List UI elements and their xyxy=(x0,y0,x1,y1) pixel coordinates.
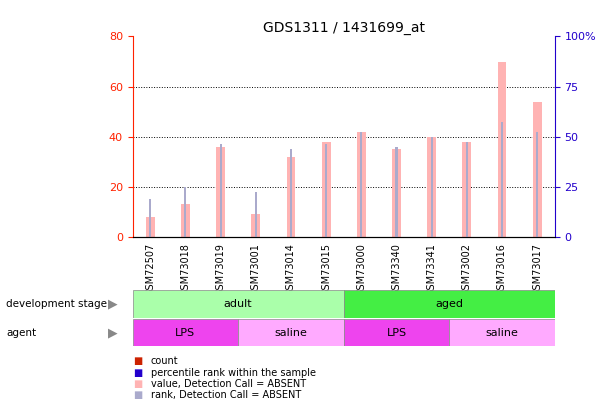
Bar xyxy=(286,157,295,237)
Text: LPS: LPS xyxy=(387,328,406,337)
Bar xyxy=(536,132,538,237)
Bar xyxy=(133,319,238,346)
Bar xyxy=(251,214,260,237)
Bar xyxy=(396,147,397,237)
Text: ■: ■ xyxy=(133,368,142,377)
Bar xyxy=(344,290,555,318)
Text: development stage: development stage xyxy=(6,299,107,309)
Text: LPS: LPS xyxy=(175,328,195,337)
Bar xyxy=(322,142,330,237)
Bar xyxy=(219,144,222,237)
Bar xyxy=(238,319,344,346)
Bar xyxy=(449,319,555,346)
Text: ▶: ▶ xyxy=(108,326,118,339)
Bar xyxy=(254,192,257,237)
Text: percentile rank within the sample: percentile rank within the sample xyxy=(151,368,316,377)
Bar xyxy=(497,62,507,237)
Bar xyxy=(325,144,327,237)
Bar xyxy=(428,137,436,237)
Bar xyxy=(149,199,151,237)
Text: count: count xyxy=(151,356,178,366)
Bar xyxy=(360,132,362,237)
Bar xyxy=(466,142,468,237)
Bar xyxy=(133,290,344,318)
Text: ■: ■ xyxy=(133,356,142,366)
Bar xyxy=(146,217,154,237)
Text: value, Detection Call = ABSENT: value, Detection Call = ABSENT xyxy=(151,379,306,389)
Bar xyxy=(533,102,541,237)
Text: ■: ■ xyxy=(133,379,142,389)
Bar xyxy=(344,319,449,346)
Bar xyxy=(463,142,471,237)
Title: GDS1311 / 1431699_at: GDS1311 / 1431699_at xyxy=(263,21,425,35)
Bar xyxy=(181,205,190,237)
Text: adult: adult xyxy=(224,299,253,309)
Text: rank, Detection Call = ABSENT: rank, Detection Call = ABSENT xyxy=(151,390,301,400)
Bar xyxy=(501,122,503,237)
Bar xyxy=(392,149,401,237)
Text: ■: ■ xyxy=(133,390,142,400)
Bar xyxy=(185,187,186,237)
Bar xyxy=(431,137,433,237)
Text: saline: saline xyxy=(274,328,308,337)
Text: agent: agent xyxy=(6,328,36,337)
Bar xyxy=(216,147,225,237)
Bar xyxy=(290,149,292,237)
Text: saline: saline xyxy=(485,328,519,337)
Text: ▶: ▶ xyxy=(108,298,118,311)
Text: aged: aged xyxy=(435,299,463,309)
Bar xyxy=(357,132,365,237)
